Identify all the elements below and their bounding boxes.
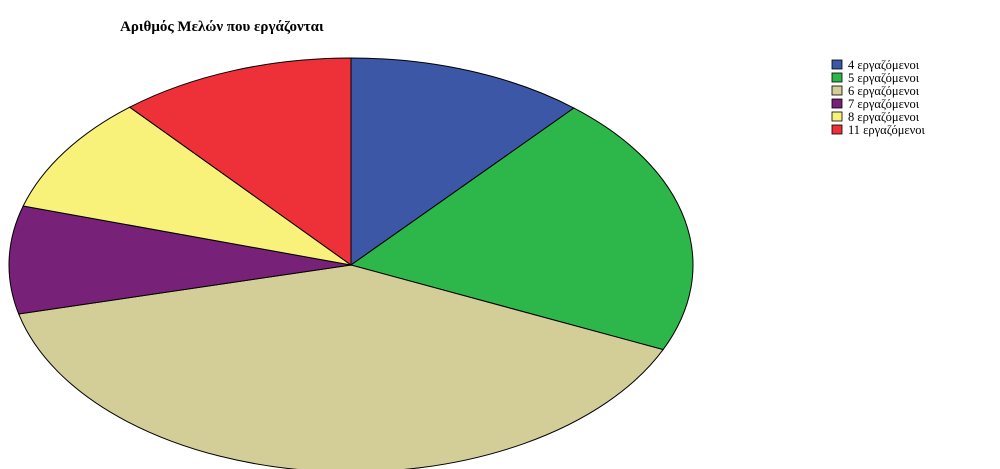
pie-slice-6 (128, 57, 352, 266)
legend-swatch-1 (831, 59, 843, 70)
legend-swatch-5 (831, 111, 843, 122)
legend-label-6: 11 εργαζόμενοι (848, 123, 926, 137)
legend-label-2: 5 εργαζόμενοι (848, 71, 920, 85)
legend-label-4: 7 εργαζόμενοι (848, 97, 920, 111)
legend-swatch-6 (831, 124, 843, 135)
pie-slice-3 (17, 264, 664, 469)
pie-slice-5 (22, 106, 352, 266)
legend-label-5: 8 εργαζόμενοι (848, 110, 920, 124)
pie-slices (8, 57, 694, 469)
legend-swatch-2 (831, 72, 843, 83)
legend-label-1: 4 εργαζόμενοι (848, 58, 920, 72)
pie-slice-2 (349, 107, 694, 351)
legend-swatch-3 (831, 85, 843, 96)
chart-title: Αριθμός Μελών που εργάζονται (120, 19, 324, 35)
legend-swatch-4 (831, 98, 843, 109)
legend-label-3: 6 εργαζόμενοι (848, 84, 920, 98)
pie-slice-1 (350, 57, 575, 266)
pie-slice-4 (8, 205, 352, 315)
